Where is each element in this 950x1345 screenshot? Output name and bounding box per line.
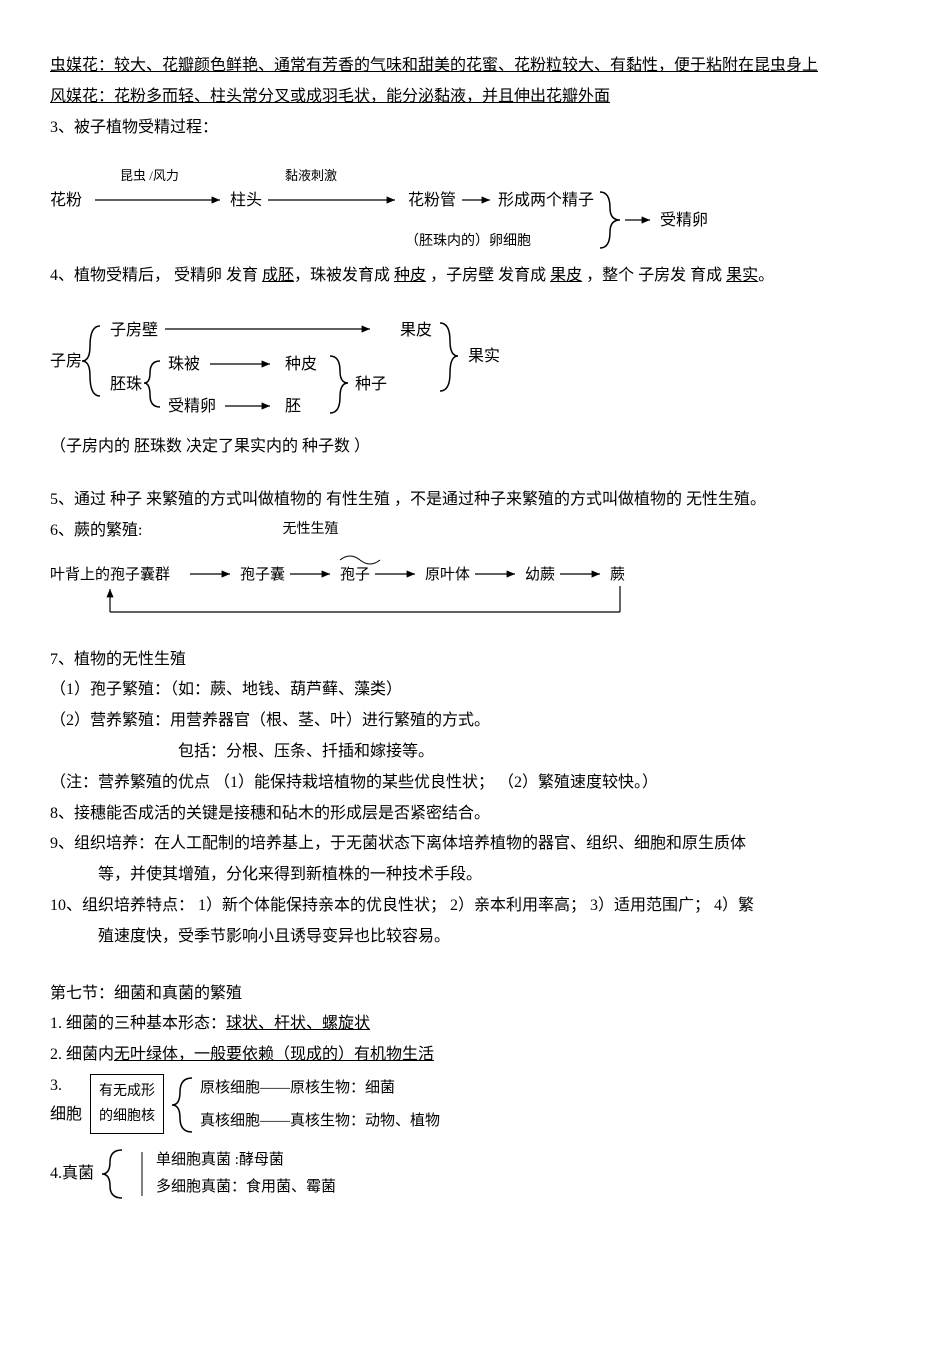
fern-diagram: 叶背上的孢子囊群 孢子囊 孢子 原叶体 幼蕨 蕨 (50, 554, 900, 634)
sec7-2: 2. 细菌内无叶绿体，一般要依赖（现成的）有机物生活 (50, 1041, 900, 1070)
label-kunchong: 昆虫 /风力 (120, 168, 179, 183)
sec7-3-row: 3. 细胞 有无成形 的细胞核 原核细胞——原核生物：细菌 真核细胞——真核生物… (50, 1072, 900, 1138)
cell-r2: 真核细胞——真核生物：动物、植物 (200, 1105, 440, 1138)
q7-note: （注：营养繁殖的优点 （1）能保持栽培植物的某些优良性状； （2）繁殖速度较快。… (50, 769, 900, 798)
q6-wuxing-label: 无性生殖 (282, 517, 338, 542)
svg-text:受精卵: 受精卵 (168, 397, 216, 415)
svg-text:子房壁: 子房壁 (110, 320, 158, 339)
svg-text:珠被: 珠被 (168, 355, 200, 373)
q7-2: （2）营养繁殖：用营养器官（根、茎、叶）进行繁殖的方式。 (50, 707, 900, 736)
svg-text:孢子囊: 孢子囊 (240, 566, 285, 583)
fungi-r1: 单细胞真菌 :酵母菌 (156, 1147, 336, 1174)
node-huafenguan: 花粉管 (408, 191, 456, 209)
svg-text:叶背上的孢子囊群: 叶背上的孢子囊群 (50, 566, 170, 583)
sec7-title: 第七节：细菌和真菌的繁殖 (50, 980, 900, 1009)
svg-text:孢子: 孢子 (340, 566, 370, 583)
sec7-1: 1. 细菌的三种基本形态：球状、杆状、螺旋状 (50, 1010, 900, 1039)
svg-text:幼蕨: 幼蕨 (525, 566, 555, 583)
ovary-diagram: 子房 子房壁 胚珠 果皮 珠被 种皮 受精卵 胚 种子 果实 (50, 311, 900, 421)
q10b: 殖速度快，受季节影响小且诱导变异也比较容易。 (50, 923, 900, 952)
fengmei-line: 风媒花：花粉多而轻、柱头常分叉或成羽毛状，能分泌黏液，并且伸出花瓣外面 (50, 88, 610, 105)
svg-text:子房: 子房 (50, 352, 82, 370)
q5: 5、通过 种子 来繁殖的方式叫做植物的 有性生殖 ，不是通过种子来繁殖的方式叫做… (50, 486, 900, 515)
q9b: 等，并使其增殖，分化来得到新植株的一种技术手段。 (50, 861, 900, 890)
svg-text:果皮: 果皮 (400, 321, 432, 339)
node-jingzi: 形成两个精子 (498, 191, 594, 209)
ovary-note: （子房内的 胚珠数 决定了果实内的 种子数 ） (50, 433, 900, 462)
q6-title: 6、蕨的繁殖: (50, 517, 142, 546)
node-peizhu-egg: （胚珠内的）卵细胞 (405, 233, 531, 249)
cell-box: 有无成形 的细胞核 (90, 1074, 164, 1134)
svg-text:种子: 种子 (355, 375, 387, 393)
fertilization-diagram: 花粉 昆虫 /风力 柱头 黏液刺激 花粉管 形成两个精子 （胚珠内的）卵细胞 受… (50, 150, 900, 250)
label-nianye: 黏液刺激 (285, 168, 337, 183)
q8: 8、接穗能否成活的关键是接穗和砧木的形成层是否紧密结合。 (50, 800, 900, 829)
chongmei-line: 虫媒花：较大、花瓣颜色鲜艳、通常有芳香的气味和甜美的花蜜、花粉粒较大、有黏性，便… (50, 57, 818, 74)
q7-1: （1）孢子繁殖：（如：蕨、地钱、葫芦藓、藻类） (50, 676, 900, 705)
svg-text:蕨: 蕨 (610, 566, 625, 583)
cell-r1: 原核细胞——原核生物：细菌 (200, 1072, 440, 1105)
q10a: 10、组织培养特点： 1）新个体能保持亲本的优良性状； 2）亲本利用率高； 3）… (50, 892, 900, 921)
svg-text:原叶体: 原叶体 (425, 566, 470, 583)
fungi-r2: 多细胞真菌：食用菌、霉菌 (156, 1174, 336, 1201)
node-shoujingluan: 受精卵 (660, 211, 708, 229)
q3-title: 3、被子植物受精过程： (50, 114, 900, 143)
sec7-4-row: 4.真菌 单细胞真菌 :酵母菌 多细胞真菌：食用菌、霉菌 (50, 1146, 900, 1202)
node-zhutou: 柱头 (230, 191, 262, 209)
q4-line: 4、植物受精后， 受精卵 发育 成胚，珠被发育成 种皮 ，子房壁 发育成 果皮 … (50, 262, 900, 291)
svg-text:果实: 果实 (468, 347, 500, 365)
q7-2b: 包括：分根、压条、扦插和嫁接等。 (50, 738, 900, 767)
node-huafen: 花粉 (50, 191, 82, 209)
svg-text:胚珠: 胚珠 (110, 375, 142, 393)
svg-text:胚: 胚 (285, 397, 301, 415)
q9a: 9、组织培养：在人工配制的培养基上，于无菌状态下离体培养植物的器官、组织、细胞和… (50, 830, 900, 859)
svg-text:种皮: 种皮 (285, 355, 317, 373)
q7-title: 7、植物的无性生殖 (50, 646, 900, 675)
